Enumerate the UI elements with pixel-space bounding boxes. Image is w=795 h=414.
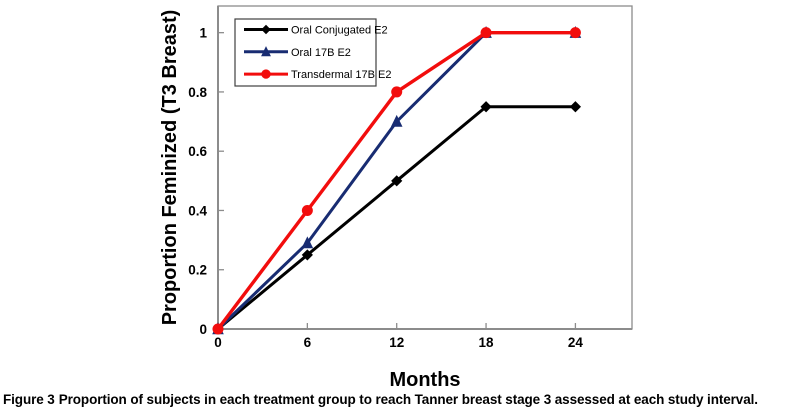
y-tick-label: 0.6 <box>188 144 207 159</box>
chart-area: 0 0.2 0.4 0.6 0.8 1 0 6 12 18 24 Proportion Feminiz… <box>159 5 633 391</box>
x-tick-label: 0 <box>214 335 222 350</box>
series-line-oral-conjugated-e2 <box>217 105 576 331</box>
legend-item-oral-conjugated-e2: Oral Conjugated E2 <box>244 25 388 37</box>
y-tick-label: 0.4 <box>188 203 207 218</box>
data-point-oral-conjugated-e2 <box>569 101 582 113</box>
data-point-transdermal-17b-e2 <box>301 204 313 216</box>
y-axis-title: Proportion Feminized (T3 Breast) <box>159 10 181 326</box>
figure-label: Figure 3 <box>3 392 55 407</box>
legend-marker-diamond <box>261 24 271 35</box>
legend-item-oral-17b-e2: Oral 17B E2 <box>244 46 351 59</box>
data-point-transdermal-17b-e2 <box>212 323 224 335</box>
y-tick-label: 0.8 <box>188 85 207 100</box>
series-transdermal-17b-e2 <box>212 27 581 335</box>
y-tick-label: 1 <box>199 26 207 41</box>
x-tick-label: 24 <box>568 335 584 350</box>
y-tick-label: 0 <box>199 322 207 337</box>
data-point-transdermal-17b-e2 <box>569 27 581 39</box>
x-axis-title: Months <box>389 369 460 391</box>
x-tick-label: 12 <box>389 335 404 350</box>
legend-marker-circle <box>261 69 271 79</box>
data-point-transdermal-17b-e2 <box>391 86 403 98</box>
chart-canvas: 0 0.2 0.4 0.6 0.8 1 0 6 12 18 24 Proportion Feminiz… <box>159 5 633 391</box>
data-point-transdermal-17b-e2 <box>480 27 492 39</box>
series-oral-conjugated-e2 <box>212 101 582 335</box>
data-point-oral-conjugated-e2 <box>480 101 492 113</box>
legend-label: Oral Conjugated E2 <box>291 25 388 37</box>
figure-caption: Figure 3 Proportion of subjects in each t… <box>3 392 793 407</box>
data-point-oral-conjugated-e2 <box>391 175 403 187</box>
data-point-oral-17b-e2 <box>390 114 403 127</box>
data-point-oral-conjugated-e2 <box>301 249 313 261</box>
legend-label: Transdermal 17B E2 <box>291 69 391 81</box>
legend-marker-triangle <box>261 46 271 57</box>
legend-item-transdermal-17b-e2: Transdermal 17B E2 <box>244 69 391 81</box>
y-tick-label: 0.2 <box>188 263 207 278</box>
legend: Oral Conjugated E2 Oral 17B E2 Transdermal… <box>234 18 391 87</box>
legend-label: Oral 17B E2 <box>291 47 351 59</box>
figure-caption-text: Proportion of subjects in each treatment… <box>58 392 758 407</box>
data-point-oral-17b-e2 <box>301 236 314 249</box>
x-tick-label: 6 <box>304 335 312 350</box>
x-tick-label: 18 <box>479 335 495 350</box>
